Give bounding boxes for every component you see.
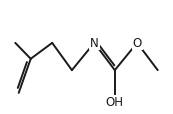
Text: OH: OH xyxy=(106,96,124,109)
Text: N: N xyxy=(90,37,99,50)
Text: O: O xyxy=(133,37,142,50)
